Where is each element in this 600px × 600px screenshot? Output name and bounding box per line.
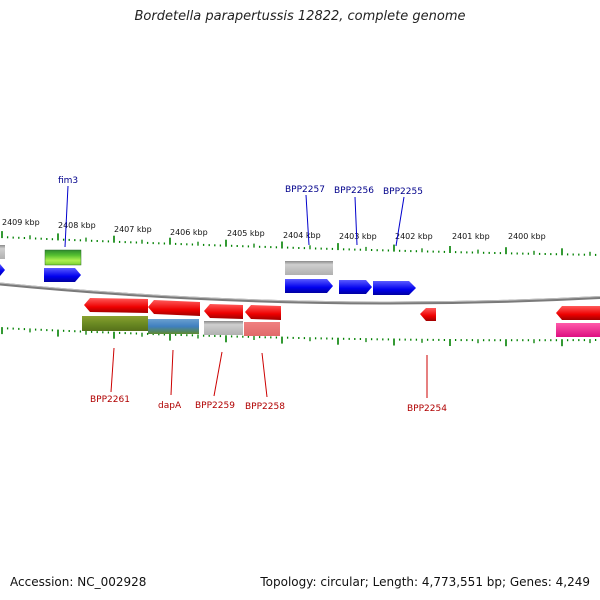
scale-label: 2401 kbp	[452, 232, 490, 241]
BPP2256-gene[interactable]	[339, 280, 372, 294]
BPP2256-label: BPP2256	[334, 186, 374, 196]
BPP2257-gene[interactable]	[285, 279, 333, 293]
fim3-feature-block[interactable]	[44, 249, 82, 266]
BPP2257-label: BPP2257	[285, 185, 325, 195]
BPP2258-feature-block[interactable]	[244, 322, 280, 336]
BPP2261-gene[interactable]	[84, 298, 148, 313]
fim3-label: fim3	[58, 176, 78, 186]
BPP2258-label: BPP2258	[245, 402, 285, 412]
BPP2258-gene[interactable]	[245, 305, 281, 320]
outer-scale-ticks	[1, 231, 597, 256]
BPP2254-label: BPP2254	[407, 404, 447, 414]
BPP2261-feature-block[interactable]	[82, 316, 148, 331]
scale-label: 2402 kbp	[395, 232, 433, 241]
dapA-gene[interactable]	[148, 300, 200, 316]
reverse-gene-labels: BPP2261 dapA BPP2259 BPP2258 BPP2254	[90, 347, 447, 414]
scale-labels: 2409 kbp 2408 kbp 2407 kbp 2406 kbp 2405…	[2, 218, 546, 241]
BPP2259-gene[interactable]	[204, 304, 243, 319]
BPP2255-label: BPP2255	[383, 187, 423, 197]
reverse-gene-edge[interactable]	[556, 306, 600, 320]
fim3-gene[interactable]	[44, 268, 81, 282]
scale-label: 2400 kbp	[508, 232, 546, 241]
genome-stats-text: Topology: circular; Length: 4,773,551 bp…	[260, 575, 590, 589]
BPP2255-gene[interactable]	[373, 281, 416, 295]
BPP2254-gene[interactable]	[420, 308, 436, 321]
scale-label: 2406 kbp	[170, 228, 208, 237]
scale-label: 2403 kbp	[339, 232, 377, 241]
map-title: Bordetella parapertussis 12822, complete…	[134, 9, 466, 24]
forward-gene-edge[interactable]	[0, 264, 5, 276]
pink-feature-block[interactable]	[556, 323, 600, 337]
scale-label: 2405 kbp	[227, 229, 265, 238]
scale-label: 2408 kbp	[58, 221, 96, 230]
scale-label: 2409 kbp	[2, 218, 40, 227]
forward-gene-labels: fim3 BPP2257 BPP2256 BPP2255	[58, 176, 423, 248]
BPP2261-label: BPP2261	[90, 395, 130, 405]
lower-feature-blocks	[82, 316, 600, 337]
upper-feature-blocks	[0, 245, 333, 275]
dapA-feature-block[interactable]	[148, 319, 199, 334]
accession-text: Accession: NC_002928	[10, 575, 147, 589]
genome-backbone	[0, 282, 600, 305]
feature-block-edge	[0, 245, 5, 259]
reverse-genes	[84, 298, 600, 321]
scale-label: 2404 kbp	[283, 231, 321, 240]
forward-genes	[0, 264, 416, 295]
BPP2259-label: BPP2259	[195, 401, 235, 411]
BPP2259-feature-block[interactable]	[204, 321, 243, 335]
scale-label: 2407 kbp	[114, 225, 152, 234]
dapA-label: dapA	[158, 401, 182, 411]
BPP2257-feature-block[interactable]	[285, 261, 333, 275]
